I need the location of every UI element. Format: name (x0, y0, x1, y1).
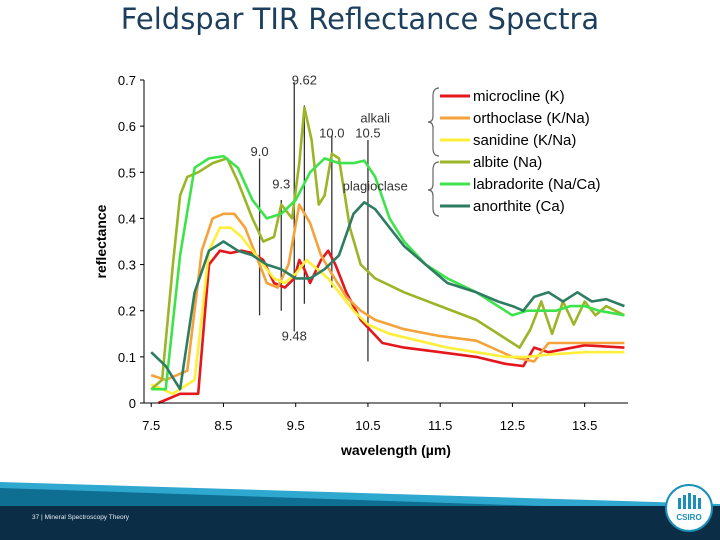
series-lines (150, 106, 625, 405)
plagioclase-brace (427, 161, 440, 217)
x-tick-label: 7.5 (142, 418, 160, 433)
legend-entry: labradorite (Na/Ca) (473, 176, 601, 193)
legend-entry: orthoclase (K/Na) (473, 110, 590, 127)
wavelength-annotation: 10.0 (319, 126, 344, 141)
alkali-brace (427, 87, 440, 157)
series-line (150, 203, 625, 382)
legend-entry: sanidine (K/Na) (473, 132, 576, 149)
x-tick-label: 10.5 (355, 418, 380, 433)
legend-entry: microcline (K) (473, 88, 565, 105)
x-tick-label: 13.5 (572, 418, 597, 433)
y-tick-label: 0.5 (118, 165, 136, 180)
slide-title: Feldspar TIR Reflectance Spectra (120, 2, 600, 36)
footer-page-number: 37 (32, 514, 40, 521)
y-tick-label: 0.4 (118, 211, 136, 226)
footer-band (0, 482, 720, 540)
series-line (150, 226, 625, 396)
legend: microcline (K) orthoclase (K/Na) sanidine … (427, 85, 626, 217)
legend-entry: albite (Na) (473, 154, 542, 171)
x-tick-label: 12.5 (500, 418, 525, 433)
group-label: plagioclase (343, 179, 408, 194)
y-tick-label: 0 (129, 396, 136, 411)
y-tick-label: 0.7 (118, 73, 136, 88)
wavelength-annotation: 9.62 (292, 73, 317, 88)
annotations: 9.62 9.0 9.3 10.0 10.5 9.48 alkali plagioclase (251, 73, 408, 344)
footer-separator: | (41, 514, 43, 521)
series-line (150, 201, 625, 391)
y-tick-label: 0.6 (118, 119, 136, 134)
x-tick-label: 9.5 (287, 418, 305, 433)
x-tick-label: 11.5 (428, 418, 452, 433)
footer-title: Mineral Spectroscopy Theory (44, 514, 129, 521)
wavelength-annotation: 9.48 (282, 329, 307, 344)
footer-text: 37 | Mineral Spectroscopy Theory (32, 514, 129, 521)
wavelength-annotation: 9.3 (272, 176, 290, 191)
y-axis-label: reflectance (93, 204, 109, 278)
series-line (151, 154, 625, 391)
x-tick-label: 8.5 (214, 418, 232, 433)
x-axis-label: wavelength (µm) (340, 442, 451, 458)
wavelength-annotation: 10.5 (355, 126, 380, 141)
logo-text: CSIRO (676, 513, 701, 522)
axes: 0 0.1 0.2 0.3 0.4 0.5 0.6 0.7 7.5 8.5 9.5 10.5 11.5 1… (93, 73, 628, 458)
series-line (150, 106, 625, 391)
wavelength-annotation: 9.0 (251, 144, 269, 159)
y-tick-label: 0.3 (118, 258, 136, 273)
csiro-logo-icon: CSIRO (665, 484, 713, 532)
legend-entry: anorthite (Ca) (473, 198, 565, 215)
group-label: alkali (360, 110, 390, 125)
y-tick-label: 0.1 (118, 350, 136, 365)
legend-background (436, 85, 626, 215)
y-tick-label: 0.2 (118, 304, 136, 319)
series-line (157, 249, 625, 405)
